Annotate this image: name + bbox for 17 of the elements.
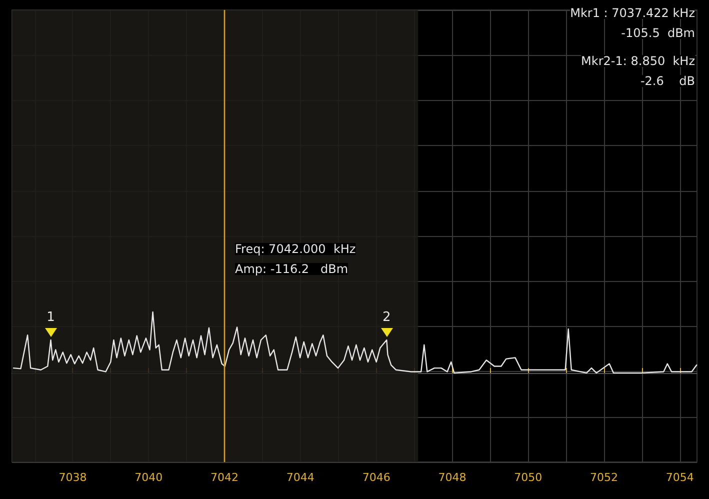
x-tick-label: 7050 — [514, 471, 542, 484]
text: Mkr1 : 7037.422 kHz — [570, 6, 695, 20]
text: -2.6 dB — [640, 74, 695, 88]
text: -105.5 dBm — [621, 26, 695, 40]
x-tick-label: 7042 — [210, 471, 239, 484]
x-tick-label: 7044 — [286, 471, 314, 484]
annotation: 2 — [382, 310, 392, 326]
x-tick-label: 7040 — [134, 471, 163, 484]
x-tick-label: 7046 — [362, 471, 390, 484]
x-tick-label: 7052 — [590, 471, 618, 484]
x-tick-label: 7054 — [666, 471, 694, 484]
text: Freq: 7042.000 kHz — [235, 242, 356, 256]
text: Amp: -116.2 dBm — [235, 262, 348, 276]
x-tick-label: 7048 — [438, 471, 466, 484]
x-tick-label: 7038 — [58, 471, 87, 484]
annotation: 1 — [46, 310, 56, 326]
text: Mkr2-1: 8.850 kHz — [581, 54, 695, 68]
